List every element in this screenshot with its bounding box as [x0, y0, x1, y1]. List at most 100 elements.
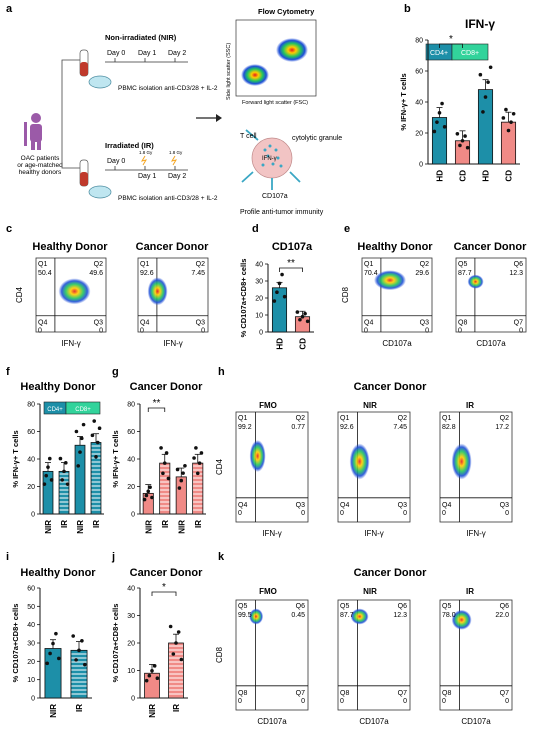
- data-point-b: [442, 125, 447, 129]
- y-tick-label-b: 0: [419, 162, 423, 169]
- flow-mini-plot: [235, 19, 317, 97]
- quadrant-label-ll: Q4: [38, 320, 47, 327]
- quadrant-label-ur: Q6: [500, 603, 509, 610]
- data-point-b: [478, 72, 483, 77]
- quadrant-label-ll: Q4: [364, 320, 373, 327]
- y-tick-label-g: 20: [127, 484, 135, 491]
- sig-star-j: *: [162, 582, 166, 593]
- x-tick-label-g: IR: [161, 520, 170, 528]
- x-tick-label-f: IR: [92, 520, 101, 528]
- bar-charts: 0 20 40 60 80 % IFN-γ+ T cells HD CD HD CD * 0 10 20 3…: [11, 34, 520, 718]
- data-point-f: [78, 450, 82, 454]
- quadrant-label-ur: Q2: [500, 415, 509, 422]
- data-point-i: [48, 651, 52, 656]
- title-i: Healthy Donor: [20, 567, 96, 579]
- data-point-b: [440, 101, 444, 106]
- title-c-cd: Cancer Donor: [136, 241, 209, 253]
- bar-d-0: [271, 287, 288, 333]
- quadrant-value-ur: 0.77: [291, 424, 305, 431]
- plot-frame: [337, 411, 411, 523]
- sig-bracket-g: [147, 407, 166, 412]
- data-point-i: [74, 658, 78, 662]
- data-point-b: [504, 107, 508, 112]
- y-tick-label-b: 80: [415, 38, 423, 45]
- bar-i-0: [44, 648, 62, 699]
- quadrant-label-ur: Q2: [296, 415, 305, 422]
- population-2: [276, 38, 308, 62]
- flow-title: Flow Cytometry: [258, 7, 315, 16]
- x-axis-label: CD107a: [461, 717, 491, 726]
- title-b: IFN-γ: [465, 17, 495, 31]
- quadrant-label-lr: Q3: [196, 320, 205, 327]
- quadrant-label-ur: Q6: [514, 261, 523, 268]
- cell-population: [58, 278, 91, 305]
- tube-icon-bottom: [79, 159, 89, 187]
- data-point-f: [81, 422, 86, 427]
- data-point-g: [181, 471, 185, 475]
- data-point-b: [463, 134, 467, 138]
- x-tick-label-f: IR: [60, 520, 69, 528]
- quadrant-value-lr: 0: [425, 328, 429, 335]
- y-tick-label-f: 40: [27, 457, 35, 464]
- data-point-g: [194, 446, 198, 450]
- y-tick-label-i: 0: [31, 696, 35, 703]
- quadrant-label-ul: Q1: [442, 415, 451, 422]
- data-point-g: [146, 489, 151, 494]
- title-e-cd: Cancer Donor: [454, 241, 527, 253]
- quadrant-label-lr: Q3: [398, 502, 407, 509]
- data-point-f: [76, 464, 81, 468]
- cd107a-label: CD107a: [262, 193, 288, 200]
- data-point-g: [150, 495, 154, 500]
- data-point-b: [437, 111, 442, 115]
- quadrant-label-ll: Q8: [442, 690, 451, 697]
- data-point-d: [277, 281, 282, 286]
- data-point-g: [164, 451, 169, 455]
- quadrant-value-ll: 0: [238, 510, 242, 517]
- bar-g-3: [192, 462, 204, 515]
- sig-star-d: **: [287, 258, 295, 269]
- title-d: CD107a: [272, 241, 313, 253]
- y-tick-label-f: 60: [27, 429, 35, 436]
- chart-i: 0 10 20 30 40 50 60 % CD107a+CD8+ cells NIR IR: [11, 586, 92, 718]
- quadrant-label-ul: Q1: [38, 261, 47, 268]
- data-point-d: [275, 290, 279, 295]
- data-point-d: [280, 272, 284, 277]
- x-axis-label: IFN-γ: [262, 529, 282, 538]
- y-tick-label-f: 80: [27, 402, 35, 409]
- sig-star-g: **: [153, 398, 161, 409]
- ir-day2: Day 2: [168, 173, 186, 180]
- data-point-d: [282, 294, 287, 299]
- quadrant-value-ur: 29.6: [415, 270, 429, 277]
- ir-title: Irradiated (IR): [105, 141, 154, 150]
- y-tick-label-g: 0: [131, 512, 135, 519]
- data-point-f: [97, 426, 102, 431]
- data-point-d: [298, 317, 302, 322]
- y-tick-label-d: 20: [255, 296, 263, 303]
- data-point-i: [71, 634, 75, 638]
- x-tick-label-g: NIR: [177, 520, 186, 534]
- y-tick-label-j: 30: [127, 613, 135, 620]
- data-point-f: [79, 436, 84, 441]
- arrow-bottom: [61, 136, 80, 169]
- data-point-b: [511, 111, 516, 116]
- x-tick-label-j: NIR: [148, 704, 157, 718]
- data-point-j: [176, 630, 181, 634]
- data-point-b: [488, 65, 493, 70]
- quadrant-value-lr: 0: [519, 328, 523, 335]
- panel-letter-j: j: [111, 551, 115, 563]
- x-tick-label-b: HD: [436, 170, 445, 182]
- y-axis-label: CD8: [215, 646, 224, 663]
- quadrant-value-lr: 0: [505, 510, 509, 517]
- quadrant-label-lr: Q3: [500, 502, 509, 509]
- panel-letter-e: e: [344, 223, 350, 235]
- quadrant-label-ul: Q1: [238, 415, 247, 422]
- panel-letter-i: i: [6, 551, 9, 563]
- h-ir: IR: [466, 401, 474, 410]
- data-point-j: [179, 657, 184, 662]
- data-point-g: [183, 463, 187, 468]
